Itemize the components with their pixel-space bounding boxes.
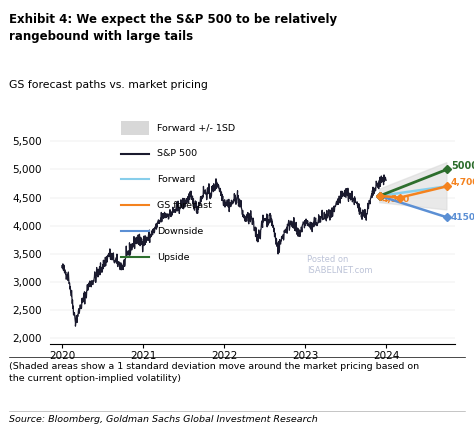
Text: Upside: Upside [157, 253, 190, 262]
Text: (Shaded areas show a 1 standard deviation move around the market pricing based o: (Shaded areas show a 1 standard deviatio… [9, 362, 419, 383]
Text: 4,700: 4,700 [451, 178, 474, 186]
Text: GS forecast: GS forecast [157, 201, 212, 210]
Text: Source: Bloomberg, Goldman Sachs Global Investment Research: Source: Bloomberg, Goldman Sachs Global … [9, 415, 318, 424]
Text: 4150: 4150 [451, 213, 474, 222]
Text: 5000: 5000 [451, 161, 474, 171]
Text: Downside: Downside [157, 227, 203, 236]
Polygon shape [380, 163, 447, 210]
Text: Forward: Forward [157, 175, 195, 184]
Text: Forward +/- 1SD: Forward +/- 1SD [157, 123, 235, 132]
Text: Posted on
ISABELNET.com: Posted on ISABELNET.com [307, 255, 373, 275]
Text: S&P 500: S&P 500 [157, 149, 197, 158]
Text: Exhibit 4: We expect the S&P 500 to be relatively
rangebound with large tails: Exhibit 4: We expect the S&P 500 to be r… [9, 13, 337, 43]
Text: GS forecast paths vs. market pricing: GS forecast paths vs. market pricing [9, 80, 209, 90]
Text: 4,500: 4,500 [382, 194, 410, 203]
Bar [121, 121, 149, 135]
